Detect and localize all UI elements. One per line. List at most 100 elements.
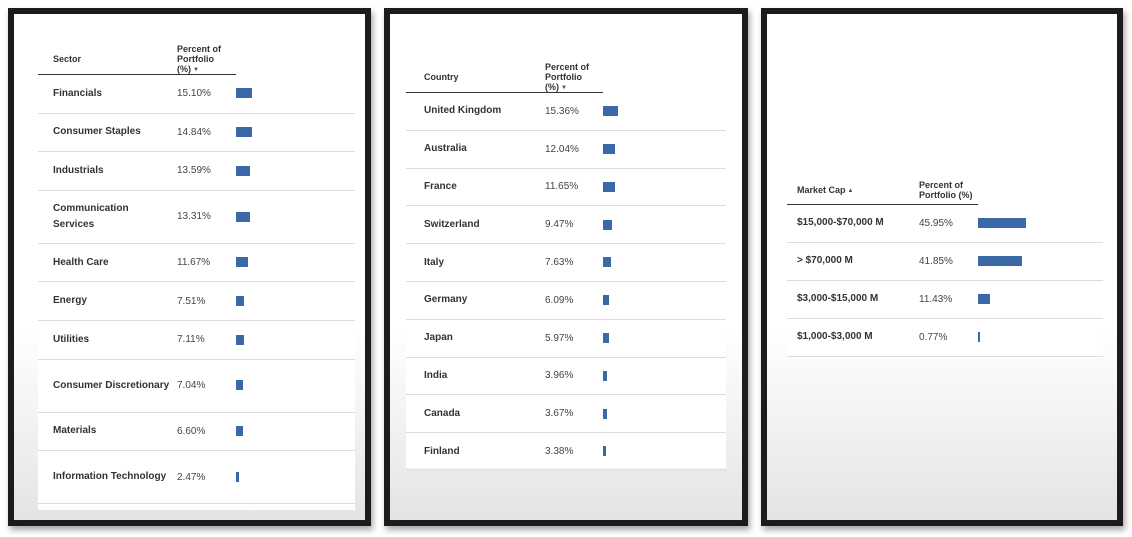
row-label: $3,000-$15,000 M — [787, 280, 919, 319]
row-percent: 3.67% — [545, 394, 603, 434]
row-label: Financials — [38, 74, 177, 114]
row-label: Industrials — [38, 151, 177, 191]
table-row: $15,000-$70,000 M 45.95% — [787, 204, 1103, 243]
percent-bar — [603, 295, 610, 306]
country-percent-column-header[interactable]: Percent of Portfolio (%) ▼ — [545, 62, 603, 93]
percent-bar — [603, 446, 607, 457]
row-bar-cell — [236, 74, 355, 114]
row-label: Information Technology — [38, 450, 177, 505]
row-percent: 2.47% — [177, 450, 236, 505]
country-panel: Country Percent of Portfolio (%) ▼ United… — [384, 8, 748, 526]
row-percent: 15.10% — [177, 74, 236, 114]
table-row: Utilities 7.11% — [38, 320, 355, 360]
table-row: Energy 7.51% — [38, 281, 355, 321]
row-bar-cell — [978, 242, 1103, 281]
row-percent: 7.11% — [177, 320, 236, 360]
row-bar-cell — [603, 394, 726, 434]
row-percent: 15.36% — [545, 92, 603, 131]
row-percent: 11.43% — [919, 280, 978, 319]
table-row: Information Technology 2.47% — [38, 450, 355, 505]
percent-bar — [978, 293, 990, 304]
sort-descending-icon[interactable]: ▼ — [193, 67, 199, 73]
row-bar-cell — [978, 318, 1103, 357]
table-row: India 3.96% — [406, 357, 726, 396]
sort-ascending-icon[interactable]: ▲ — [847, 187, 854, 194]
table-row: Germany 6.09% — [406, 281, 726, 320]
table-row: > $70,000 M 41.85% — [787, 242, 1103, 281]
row-bar-cell — [236, 190, 355, 244]
row-bar-cell — [603, 168, 726, 207]
marketcap-column-header[interactable]: Market Cap ▲ — [787, 176, 919, 205]
row-label: Consumer Staples — [38, 113, 177, 153]
row-bar-cell — [236, 450, 355, 505]
sector-table: Sector Percent of Portfolio (%) ▼ Financi… — [38, 36, 355, 505]
row-percent: 9.47% — [545, 205, 603, 245]
row-label: Utilities — [38, 320, 177, 360]
country-card: Country Percent of Portfolio (%) ▼ United… — [406, 62, 726, 471]
row-bar-cell — [603, 432, 726, 471]
percent-bar — [236, 296, 244, 307]
row-percent: 6.09% — [545, 281, 603, 320]
row-bar-cell — [236, 113, 355, 153]
row-label: Canada — [406, 394, 545, 434]
table-row: Canada 3.67% — [406, 394, 726, 434]
row-percent: 45.95% — [919, 204, 978, 243]
row-label: Communication Services — [38, 190, 177, 244]
marketcap-percent-column-header[interactable]: Percent of Portfolio (%) — [919, 176, 978, 205]
sort-descending-icon[interactable]: ▼ — [561, 85, 567, 91]
row-percent: 12.04% — [545, 130, 603, 169]
table-row: United Kingdom 15.36% — [406, 92, 726, 131]
percent-bar — [236, 334, 244, 345]
table-row: Japan 5.97% — [406, 319, 726, 358]
row-bar-cell — [236, 359, 355, 413]
row-label: Health Care — [38, 243, 177, 283]
percent-bar — [603, 370, 607, 381]
country-column-header[interactable]: Country — [406, 62, 545, 93]
row-bar-cell — [603, 92, 726, 131]
table-row: $3,000-$15,000 M 11.43% — [787, 280, 1103, 319]
row-bar-cell — [236, 320, 355, 360]
marketcap-panel: Market Cap ▲ Percent of Portfolio (%) $15… — [761, 8, 1123, 526]
marketcap-table: Market Cap ▲ Percent of Portfolio (%) $15… — [787, 176, 1103, 357]
row-label: Switzerland — [406, 205, 545, 245]
row-label: Finland — [406, 432, 545, 471]
row-bar-cell — [603, 205, 726, 245]
table-row: $1,000-$3,000 M 0.77% — [787, 318, 1103, 357]
table-row: Health Care 11.67% — [38, 243, 355, 283]
percent-bar — [236, 380, 244, 391]
row-percent: 13.31% — [177, 190, 236, 244]
row-bar-cell — [603, 357, 726, 396]
row-label: India — [406, 357, 545, 396]
row-percent: 3.38% — [545, 432, 603, 471]
row-percent: 5.97% — [545, 319, 603, 358]
row-label: Materials — [38, 412, 177, 452]
sector-percent-column-header[interactable]: Percent of Portfolio (%) ▼ — [177, 36, 236, 75]
sector-column-header[interactable]: Sector — [38, 36, 177, 75]
row-bar-cell — [603, 130, 726, 169]
row-percent: 14.84% — [177, 113, 236, 153]
percent-bar — [603, 219, 613, 230]
row-label: France — [406, 168, 545, 207]
table-row: Materials 6.60% — [38, 412, 355, 452]
row-bar-cell — [236, 151, 355, 191]
row-percent: 7.51% — [177, 281, 236, 321]
table-row: Finland 3.38% — [406, 432, 726, 471]
row-percent: 11.65% — [545, 168, 603, 207]
row-label: Germany — [406, 281, 545, 320]
row-label: Japan — [406, 319, 545, 358]
row-percent: 7.04% — [177, 359, 236, 413]
percent-bar — [236, 211, 251, 222]
row-label: United Kingdom — [406, 92, 545, 131]
row-percent: 11.67% — [177, 243, 236, 283]
row-bar-cell — [236, 281, 355, 321]
row-label: > $70,000 M — [787, 242, 919, 281]
percent-bar — [603, 144, 616, 155]
table-row: Financials 15.10% — [38, 74, 355, 114]
row-label: Italy — [406, 243, 545, 282]
sector-panel: Sector Percent of Portfolio (%) ▼ Financi… — [8, 8, 371, 526]
row-bar-cell — [603, 319, 726, 358]
row-percent: 7.63% — [545, 243, 603, 282]
row-bar-cell — [603, 243, 726, 282]
row-bar-cell — [603, 281, 726, 320]
percent-bar — [603, 408, 607, 419]
